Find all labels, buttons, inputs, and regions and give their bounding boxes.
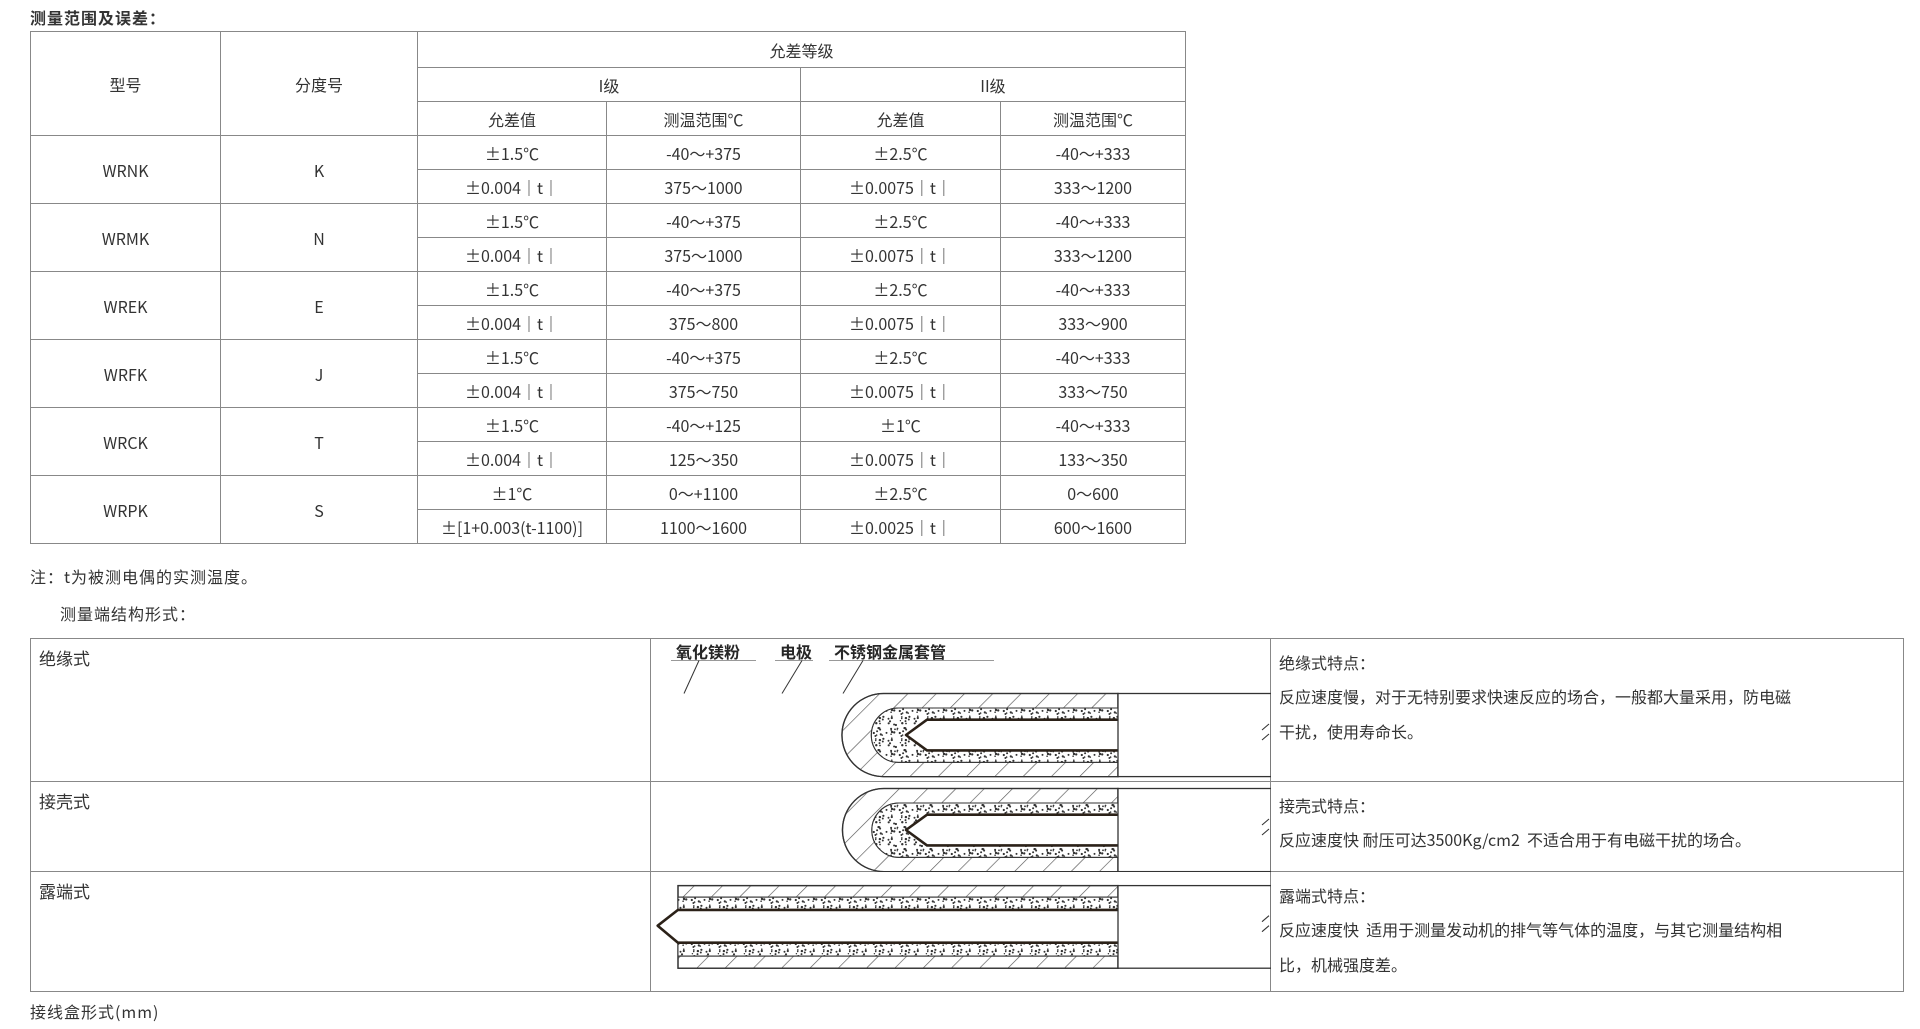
svg-text:电极: 电极 [780, 639, 812, 663]
svg-text:氧化镁粉: 氧化镁粉 [676, 639, 740, 663]
svg-text:不锈钢金属套管: 不锈钢金属套管 [834, 639, 946, 663]
